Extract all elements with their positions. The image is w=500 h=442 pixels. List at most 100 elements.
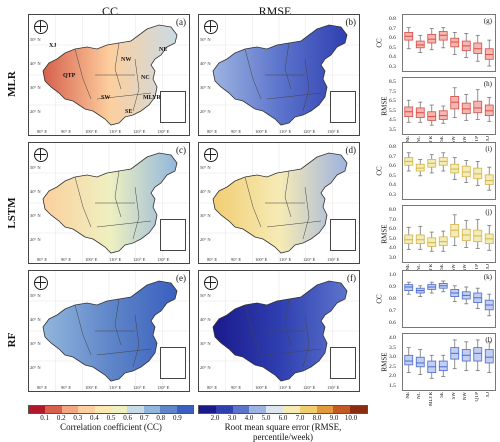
lon-tick-label: 100° E — [85, 129, 98, 134]
box-ne — [404, 347, 414, 373]
x-category-label: SE — [440, 136, 446, 142]
lat-tick-label: 50° N — [200, 293, 211, 298]
lon-tick-label: 80° E — [37, 385, 48, 390]
colorbar-swatch — [316, 406, 334, 413]
y-axis-label: RMSE — [380, 224, 389, 244]
colorbar-tick-label: 0.2 — [56, 414, 66, 422]
region-label: SW — [101, 95, 111, 101]
box-se — [438, 354, 448, 377]
y-tick-label: 6.0 — [389, 226, 396, 233]
region-boundary — [284, 170, 292, 218]
panel-label: (j) — [485, 208, 492, 216]
panel-label: (f) — [347, 273, 356, 283]
lat-tick-label: 20° N — [30, 109, 41, 114]
region-boundary — [114, 298, 122, 346]
region-label: MLYR — [143, 95, 161, 101]
region-boundary — [302, 58, 310, 112]
box-mlyr — [427, 104, 437, 126]
colorbar-tick-label: 2.0 — [210, 414, 220, 422]
y-tick-label: 2.0 — [389, 373, 396, 380]
colorbar-swatch — [199, 406, 216, 413]
colorbar-swatch — [160, 406, 177, 413]
panel-label: (k) — [483, 273, 492, 281]
y-tick-label: 0.8 — [389, 296, 396, 302]
box-iqr — [404, 284, 414, 291]
region-boundary — [284, 42, 292, 90]
x-category-label: XJ — [486, 392, 492, 398]
box-nw — [461, 32, 471, 58]
lat-tick-label: 20° N — [200, 237, 211, 242]
x-category-label: NW — [463, 392, 469, 401]
box-nc — [415, 285, 425, 298]
box-nc — [415, 34, 425, 53]
box-mlyr — [427, 28, 437, 51]
y-tick-label: 1.0 — [389, 272, 396, 278]
box-sw — [450, 87, 460, 118]
lat-tick-label: 40° N — [200, 317, 211, 322]
boxplot-svg — [404, 27, 494, 67]
lat-tick-label: 30° N — [30, 341, 41, 346]
region-boundary — [266, 92, 322, 100]
lat-tick-label: 30° N — [200, 85, 211, 90]
box-xj — [484, 96, 494, 122]
box-iqr — [484, 349, 494, 364]
colorbar-tick-label: 0.1 — [40, 414, 49, 422]
lon-tick-label: 110° E — [109, 129, 122, 134]
region-boundary — [266, 220, 322, 228]
box-nw — [461, 94, 471, 121]
region-boundary — [284, 298, 292, 346]
y-tick-label: 0.7 — [389, 153, 396, 160]
box-mlyr — [427, 354, 437, 379]
lon-tick-label: 120° E — [303, 129, 316, 134]
y-tick-label: 3.5 — [389, 127, 396, 133]
y-tick-label: 0.3 — [389, 64, 396, 70]
south-china-sea-inset — [160, 91, 186, 123]
lat-tick-label: 40° N — [30, 189, 41, 194]
box-xj — [484, 341, 494, 373]
colorbar-rmse: 2.0 3.0 4.0 5.0 6.0 7.0 8.0 9.0 10.0 Root mean s… — [198, 405, 368, 442]
box-ne — [404, 281, 414, 295]
lon-tick-label: 110° E — [279, 385, 292, 390]
north-arrow-icon — [34, 148, 48, 162]
lat-tick-label: 20° N — [30, 237, 41, 242]
colorbar-swatch — [61, 406, 79, 413]
region-boundary — [132, 314, 140, 368]
region-boundary — [132, 186, 140, 240]
region-boundary — [96, 92, 152, 100]
map-panel-rmse-lstm: (d) 80° E 90° E 100° E 110° E 120° E 130° E 50°… — [198, 142, 360, 264]
x-category-label: XJ — [486, 136, 492, 142]
boxplot-panel-k: 0.6 0.7 0.8 0.9 1.0 CC (k) — [376, 270, 496, 328]
north-arrow-icon — [204, 148, 218, 162]
south-china-sea-inset — [330, 219, 356, 251]
box-qtp — [473, 160, 483, 186]
row-label-mlr: MLR — [6, 71, 18, 97]
colorbar-tick-label: 10.0 — [344, 414, 358, 422]
map-panel-rmse-rf: (f) 80° E 90° E 100° E 110° E 120° E 130° E 50°… — [198, 270, 360, 392]
box-sw — [450, 157, 460, 181]
box-xj — [484, 224, 494, 251]
lon-tick-label: 120° E — [303, 257, 316, 262]
lon-tick-label: 120° E — [133, 257, 146, 262]
lon-tick-label: 120° E — [133, 385, 146, 390]
box-nw — [461, 286, 471, 305]
lon-tick-label: 100° E — [255, 129, 268, 134]
y-tick-label: 0.8 — [389, 16, 396, 22]
colorbar-swatch — [78, 406, 95, 413]
region-boundary — [244, 176, 262, 228]
box-xj — [484, 293, 494, 317]
y-tick-label: 7.5 — [389, 88, 396, 95]
lat-tick-label: 40° N — [200, 189, 211, 194]
colorbar-tick-label: 0.4 — [90, 414, 99, 422]
box-ne — [404, 152, 414, 172]
box-nc — [415, 159, 425, 177]
lat-tick-label: 40° N — [30, 317, 41, 322]
box-qtp — [473, 219, 483, 249]
lon-tick-label: 80° E — [37, 129, 48, 134]
lat-tick-label: 40° N — [30, 61, 41, 66]
y-tick-label: 0.6 — [389, 163, 396, 170]
colorbar-tick-label: 0.8 — [156, 414, 166, 422]
y-tick-label: 8.5 — [389, 79, 396, 85]
lat-tick-label: 30° N — [200, 341, 211, 346]
y-axis-label: CC — [375, 38, 384, 48]
box-iqr — [415, 356, 425, 368]
